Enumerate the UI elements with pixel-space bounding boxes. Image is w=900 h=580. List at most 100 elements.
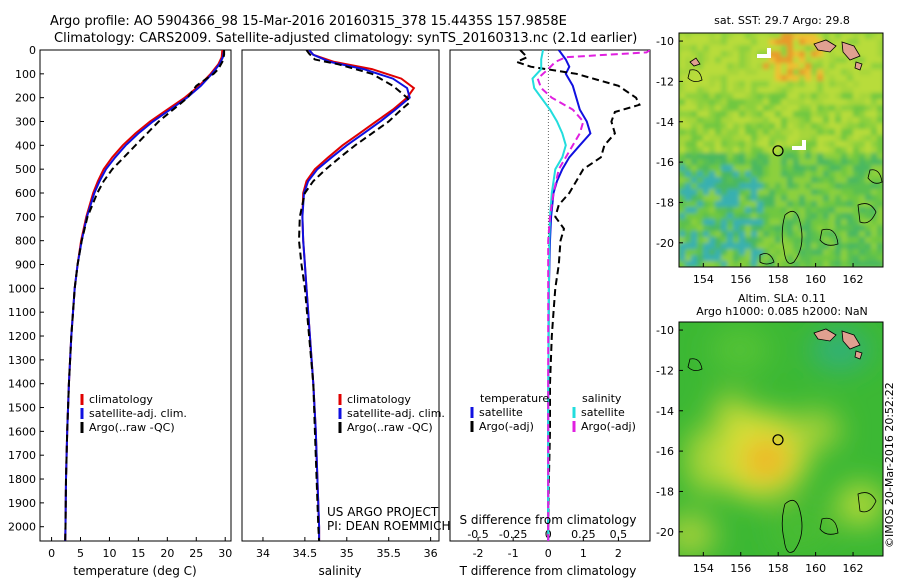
temperature-x-axis: 0 5 10 15 20 25 30 xyxy=(48,537,232,560)
sst-cell xyxy=(823,123,829,129)
sst-cell xyxy=(877,129,883,135)
sst-cell xyxy=(835,87,841,93)
sst-cell xyxy=(697,153,703,159)
difference-x-axis: -2 -1 0 1 2-0.5 -0.25 0 0.25 0.5 xyxy=(467,50,627,560)
sst-cell xyxy=(841,105,847,111)
sst-cell xyxy=(685,63,691,69)
sst-cell xyxy=(721,51,727,57)
sst-cell xyxy=(781,237,787,243)
sst-cell xyxy=(835,213,841,219)
sst-cell xyxy=(691,99,697,105)
sst-cell xyxy=(871,237,877,243)
sst-cell xyxy=(739,165,745,171)
sst-cell xyxy=(709,255,715,261)
sst-cell xyxy=(745,165,751,171)
sst-cell xyxy=(799,45,805,51)
sst-cell xyxy=(751,243,757,249)
sst-map-frame xyxy=(678,32,884,268)
depth-tick-label: 1000 xyxy=(8,282,36,295)
sst-cell xyxy=(679,129,685,135)
sst-cell xyxy=(799,243,805,249)
sst-cell xyxy=(787,261,793,267)
sst-cell xyxy=(823,189,829,195)
sst-cell xyxy=(733,99,739,105)
sst-cell xyxy=(829,69,835,75)
sst-cell xyxy=(775,117,781,123)
sst-cell xyxy=(793,135,799,141)
sst-cell xyxy=(841,255,847,261)
sst-cell xyxy=(805,201,811,207)
legend-label: climatology xyxy=(89,393,153,406)
sst-cell xyxy=(877,69,883,75)
sst-cell xyxy=(817,219,823,225)
sst-cell xyxy=(841,261,847,267)
sst-cell xyxy=(697,177,703,183)
sst-cell xyxy=(697,219,703,225)
project-line2: PI: DEAN ROEMMICH xyxy=(327,519,450,533)
sst-cell xyxy=(859,225,865,231)
sst-cell xyxy=(727,111,733,117)
sst-cell xyxy=(709,183,715,189)
sst-cell xyxy=(823,117,829,123)
sst-cell xyxy=(727,225,733,231)
sst-cell xyxy=(715,219,721,225)
sst-cell xyxy=(847,87,853,93)
salinity-axes xyxy=(241,49,440,542)
sst-cell xyxy=(763,69,769,75)
sst-cell xyxy=(871,171,877,177)
sst-cell xyxy=(811,69,817,75)
sst-cell xyxy=(757,243,763,249)
sst-cell xyxy=(787,201,793,207)
sst-cell xyxy=(691,219,697,225)
sst-cell xyxy=(787,177,793,183)
sst-cell xyxy=(781,243,787,249)
sst-cell xyxy=(817,105,823,111)
sst-cell xyxy=(877,45,883,51)
sst-cell xyxy=(865,159,871,165)
sst-cell xyxy=(781,147,787,153)
sst-cell xyxy=(763,159,769,165)
sst-cell xyxy=(745,141,751,147)
sst-cell xyxy=(853,141,859,147)
sst-cell xyxy=(799,135,805,141)
map-y-tick-label: -14 xyxy=(656,116,674,129)
sst-cell xyxy=(733,147,739,153)
sst-cell xyxy=(775,243,781,249)
sst-cell xyxy=(805,57,811,63)
sst-cell xyxy=(715,117,721,123)
sst-cell xyxy=(847,183,853,189)
sst-cell xyxy=(769,105,775,111)
sst-cell xyxy=(679,189,685,195)
sst-cell xyxy=(679,237,685,243)
sst-cell xyxy=(757,249,763,255)
sst-cell xyxy=(811,261,817,267)
sst-cell xyxy=(679,261,685,267)
sst-cell xyxy=(817,51,823,57)
sst-cell xyxy=(841,63,847,69)
sst-cell xyxy=(835,183,841,189)
sst-cell xyxy=(769,237,775,243)
sst-cell xyxy=(817,87,823,93)
sst-cell xyxy=(829,105,835,111)
sst-cell xyxy=(721,111,727,117)
salinity-tick-label: 34 xyxy=(256,547,270,560)
sst-cell xyxy=(853,129,859,135)
sst-cell xyxy=(757,135,763,141)
sst-cell xyxy=(727,147,733,153)
sst-cell xyxy=(793,99,799,105)
sst-cell xyxy=(865,75,871,81)
sst-cell xyxy=(835,57,841,63)
sst-cell xyxy=(763,75,769,81)
sst-cell xyxy=(739,135,745,141)
sst-cell xyxy=(721,201,727,207)
sst-cell xyxy=(799,33,805,39)
sst-cell xyxy=(823,261,829,267)
sst-cell xyxy=(859,33,865,39)
sst-cell xyxy=(817,111,823,117)
sst-cell xyxy=(829,147,835,153)
sst-cell xyxy=(823,87,829,93)
sst-cell xyxy=(751,69,757,75)
sst-cell xyxy=(763,225,769,231)
sst-cell xyxy=(727,159,733,165)
sst-cell xyxy=(799,69,805,75)
